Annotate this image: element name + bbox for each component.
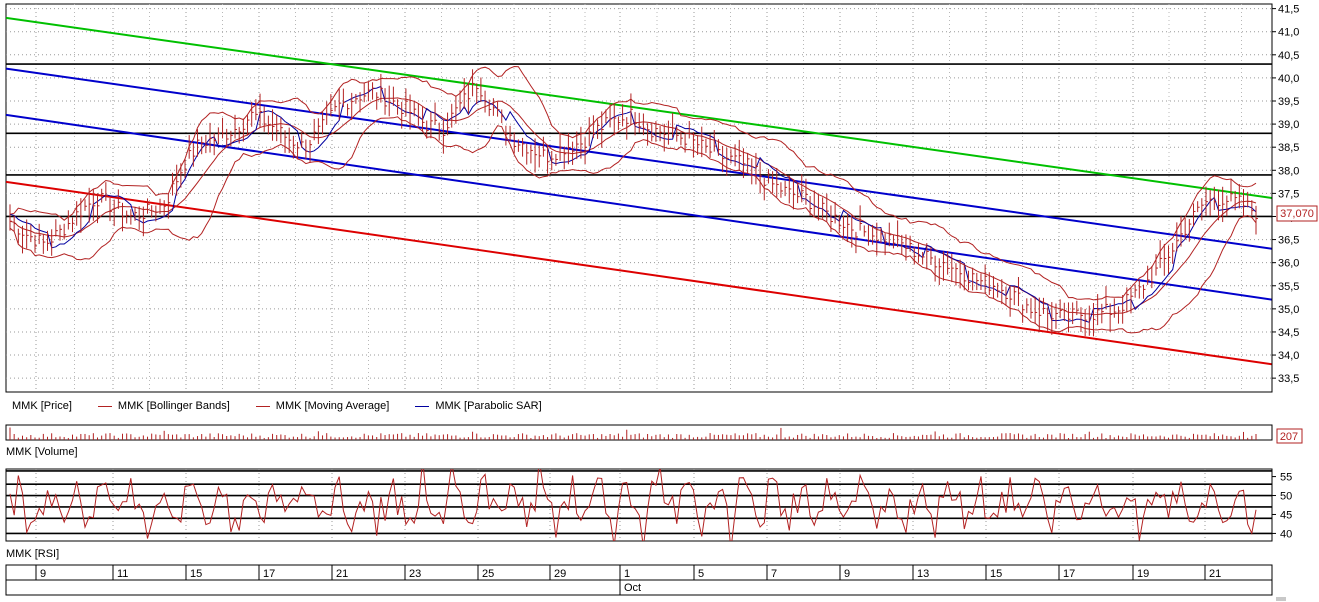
x-tick-label: 15 (990, 568, 1002, 580)
x-tick-label: 21 (1209, 568, 1221, 580)
legend-label: MMK [Parabolic SAR] (435, 400, 542, 412)
x-tick-label: 7 (771, 568, 777, 580)
month-label: Oct (624, 582, 641, 594)
y-tick-label: 41,5 (1278, 4, 1299, 16)
y-tick-label: 40,5 (1278, 50, 1299, 62)
legend-label: MMK [Price] (12, 400, 72, 412)
volume-panel-label: MMK [Volume] (6, 446, 78, 458)
price-grid (6, 4, 1272, 392)
y-tick-label: 38,5 (1278, 142, 1299, 154)
y-tick-label: 38,0 (1278, 165, 1299, 177)
legend-item: MMK [Bollinger Bands] (97, 400, 230, 412)
x-tick-label: 9 (40, 568, 46, 580)
y-tick-label: 39,0 (1278, 119, 1299, 131)
last-volume-tag: 207 (1276, 428, 1303, 444)
price-legend: MMK [Price] MMK [Bollinger Bands] MMK [Mov… (0, 397, 1275, 415)
rsi-tick-label: 55 (1280, 472, 1292, 484)
x-tick-label: 1 (624, 568, 630, 580)
legend-label: MMK [Bollinger Bands] (117, 400, 230, 412)
x-tick-label: 5 (698, 568, 704, 580)
rsi-tick-label: 50 (1280, 491, 1292, 503)
price-overlays (9, 65, 1257, 334)
y-tick-label: 33,5 (1278, 373, 1299, 385)
x-tick-label: 9 (844, 568, 850, 580)
price-panel-frame (5, 3, 1273, 393)
legend-item: MMK [Price] (6, 400, 72, 412)
y-tick-label: 34,0 (1278, 350, 1299, 362)
rsi-tick-label: 40 (1280, 528, 1292, 540)
x-tick-label: 11 (117, 568, 128, 580)
blue-trend-line (6, 113, 1272, 301)
rsi-panel-frame (5, 468, 1273, 542)
blue-trend-line (6, 67, 1272, 250)
x-tick-label: 17 (1063, 568, 1075, 580)
last-volume-label: 207 (1280, 431, 1298, 443)
volume-bars (9, 427, 1257, 440)
last-price-label: 37,070 (1280, 208, 1314, 220)
scroll-indicator[interactable] (1276, 597, 1286, 601)
y-tick-label: 36,0 (1278, 258, 1299, 270)
x-tick-label: 17 (263, 568, 275, 580)
y-tick-label: 41,0 (1278, 27, 1299, 39)
price-y-axis: 41,541,040,540,039,539,038,538,037,537,0… (1271, 4, 1299, 392)
horizontal-levels (6, 63, 1272, 218)
legend-swatch (415, 405, 430, 407)
legend-label: MMK [Moving Average] (275, 400, 390, 412)
legend-item: MMK [Parabolic SAR] (415, 400, 542, 412)
x-tick-label: 13 (917, 568, 929, 580)
legend-swatch (97, 405, 112, 407)
price-bars (9, 69, 1258, 337)
legend-swatch (255, 405, 270, 407)
rsi-panel-label: MMK [RSI] (6, 548, 60, 560)
green-trend-line (6, 16, 1272, 199)
y-tick-label: 39,5 (1278, 96, 1299, 108)
y-tick-label: 35,0 (1278, 304, 1299, 316)
x-tick-label: 23 (409, 568, 421, 580)
rsi-line (9, 469, 1257, 541)
x-tick-label: 29 (554, 568, 566, 580)
y-tick-label: 37,5 (1278, 188, 1299, 200)
parabolic-sar-line (9, 85, 1257, 323)
x-tick-label: 15 (190, 568, 202, 580)
y-tick-label: 34,5 (1278, 327, 1299, 339)
y-tick-label: 35,5 (1278, 281, 1299, 293)
bollinger-lower (9, 116, 1257, 334)
rsi-tick-label: 45 (1280, 509, 1292, 521)
rsi-y-axis: 55 50 45 40 (1271, 469, 1292, 541)
x-tick-label: 21 (336, 568, 348, 580)
x-tick-label: 19 (1137, 568, 1149, 580)
legend-item: MMK [Moving Average] (255, 400, 390, 412)
trend-lines (6, 16, 1272, 366)
bollinger-upper (9, 65, 1257, 301)
last-price-tag: 37,070 (1276, 205, 1318, 222)
y-tick-label: 40,0 (1278, 73, 1299, 85)
y-tick-label: 36,5 (1278, 235, 1299, 247)
x-tick-label: 25 (482, 568, 494, 580)
moving-average-line (9, 97, 1257, 316)
red-trend-line (6, 180, 1272, 366)
rsi-series (6, 469, 1272, 541)
